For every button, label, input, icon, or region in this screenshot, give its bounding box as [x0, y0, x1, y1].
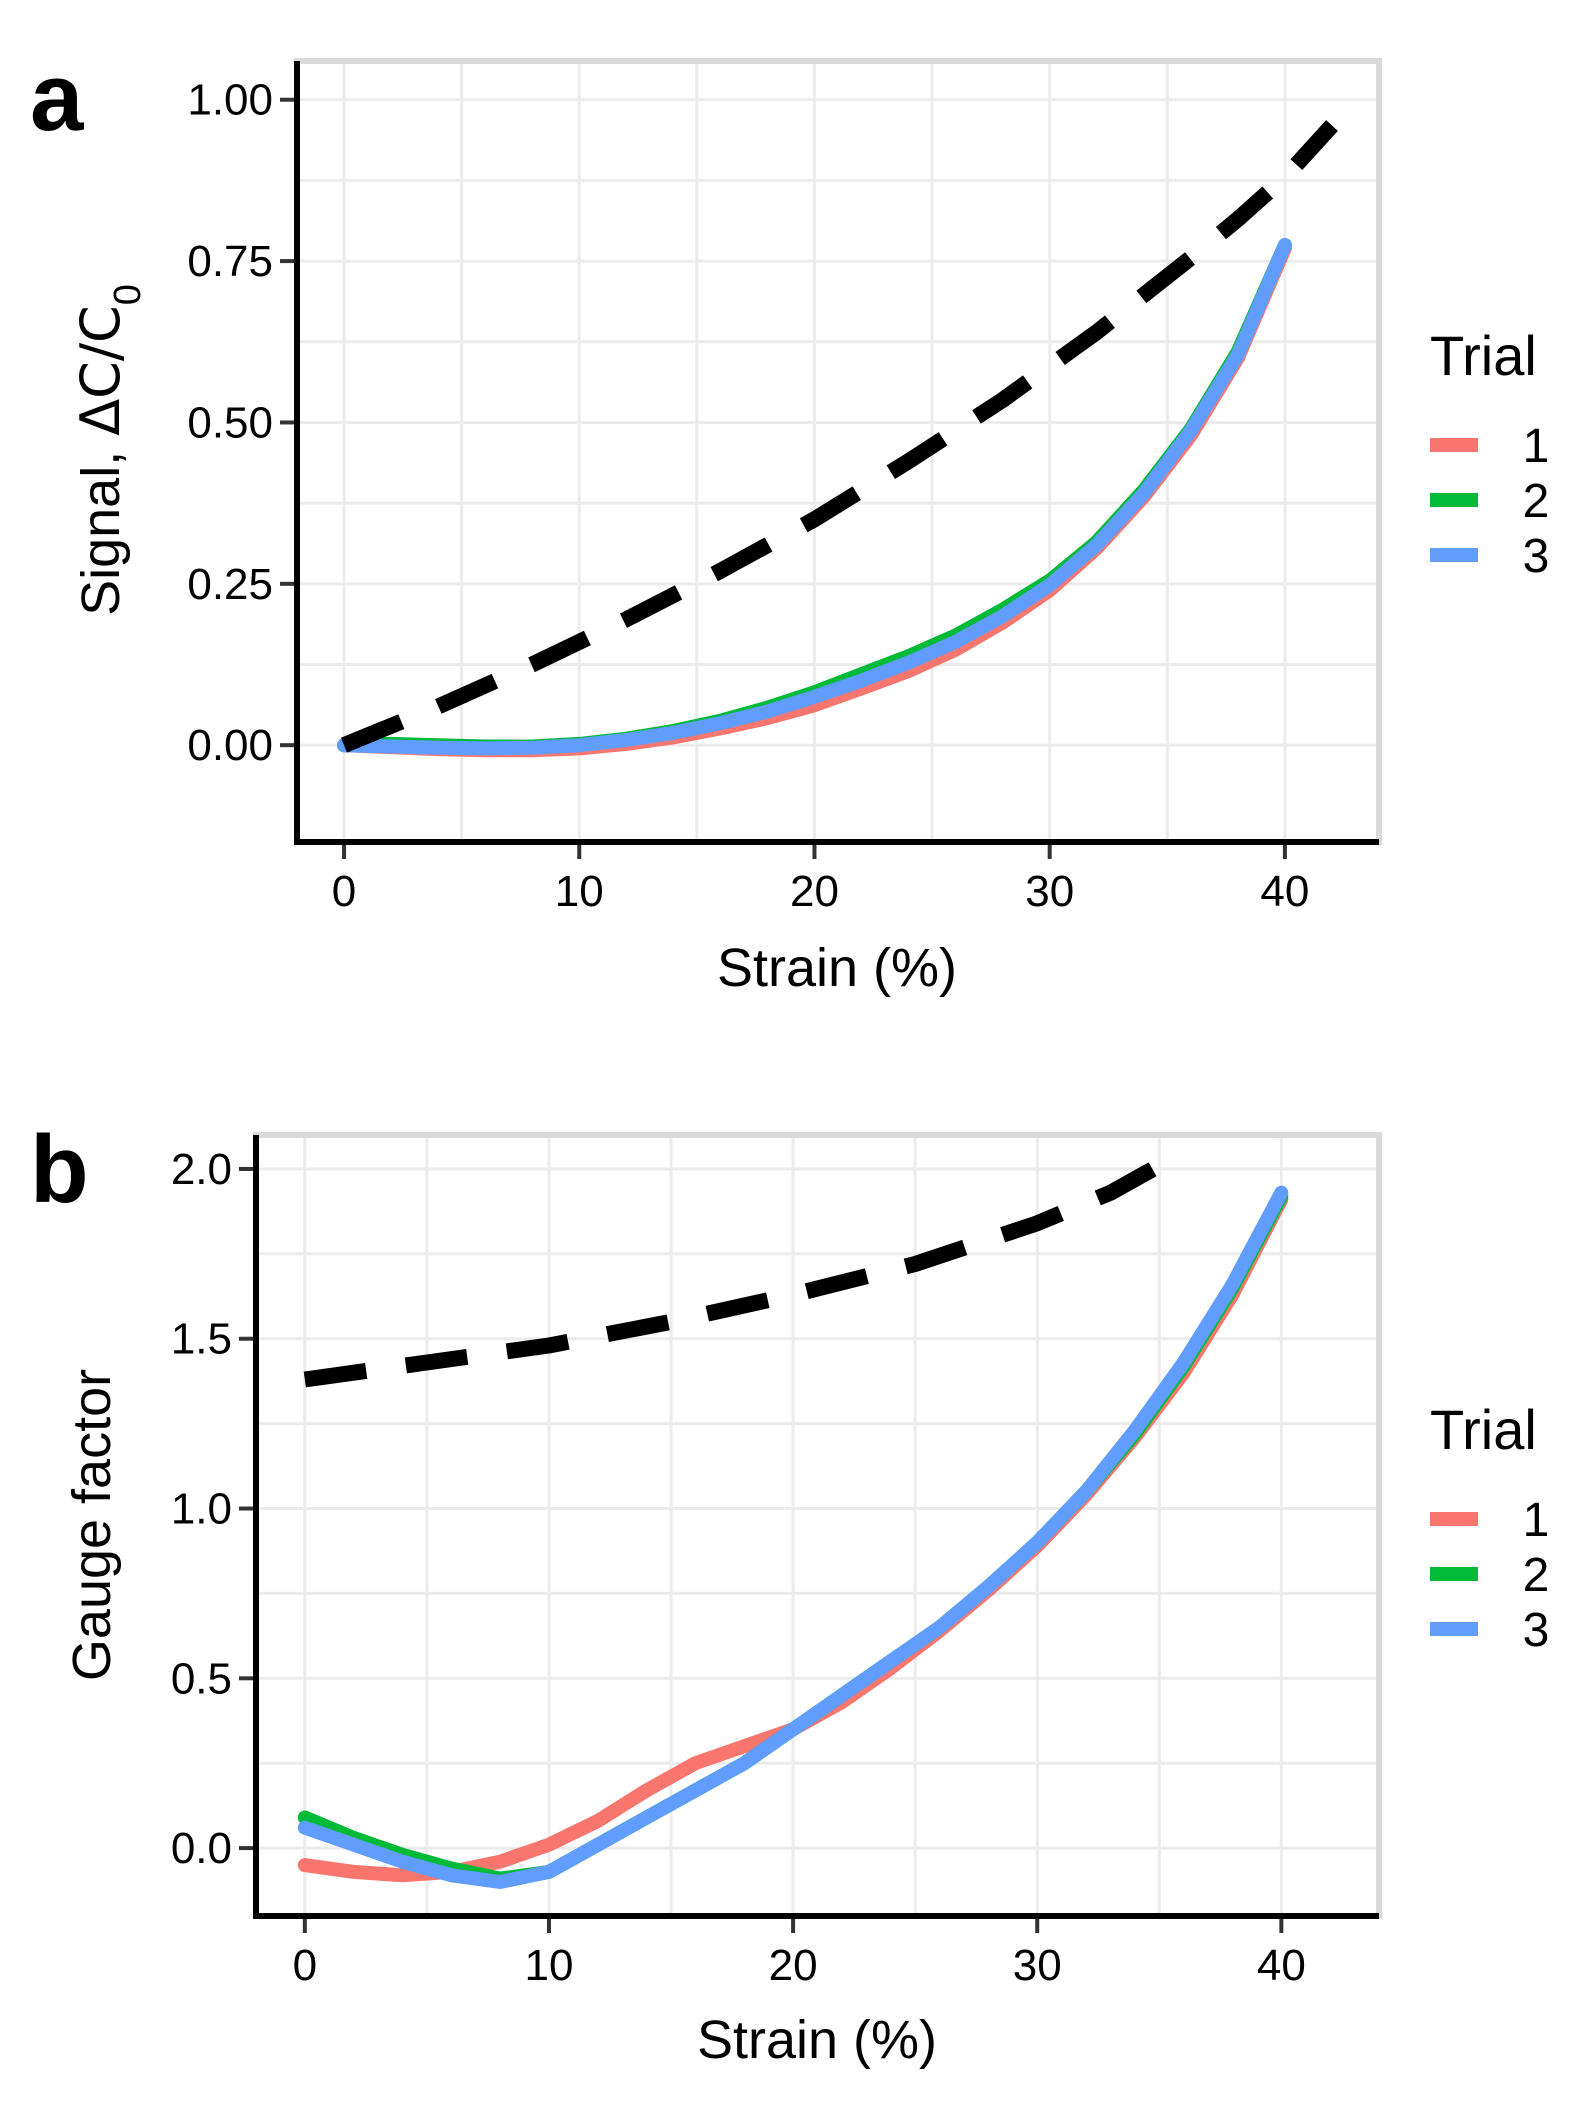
x-tick-label: 40: [1257, 1941, 1306, 1990]
legend-a: Trial 123: [1430, 324, 1549, 583]
x-tick-label: 10: [524, 1941, 573, 1990]
legend-b: Trial 123: [1430, 1398, 1549, 1657]
panel-letter-a: a: [30, 44, 84, 151]
x-tick-label: 20: [769, 1941, 818, 1990]
legend-label-2: 2: [1523, 475, 1550, 528]
y-tick-label: 0.00: [187, 721, 273, 770]
x-tick-label: 30: [1013, 1941, 1062, 1990]
legend-keys-b: 123: [1430, 1494, 1549, 1657]
y-tick-label: 0.25: [187, 560, 273, 609]
legend-title-a: Trial: [1430, 324, 1537, 387]
legend-label-1: 1: [1523, 1494, 1550, 1547]
y-tick-label: 0.0: [171, 1824, 232, 1873]
y-tick-label: 1.0: [171, 1485, 232, 1534]
x-axis-title-a: Strain (%): [717, 938, 957, 998]
y-tick-label: 0.75: [187, 237, 273, 286]
panel-letter-b: b: [30, 1116, 89, 1223]
y-tick-label: 1.00: [187, 76, 273, 125]
grid-a: [297, 61, 1379, 842]
legend-label-3: 3: [1523, 1604, 1550, 1657]
x-tick-label: 30: [1025, 867, 1074, 916]
x-tick-label: 20: [790, 867, 839, 916]
series-line-trial-3: [297, 1185, 1289, 1889]
ticks-a: 0 10 20 30 40 0.00 0.25 0.50 0.75 1.00: [187, 76, 1309, 916]
plot-border-a: [294, 58, 1382, 845]
plot-border-b: [253, 1132, 1382, 1919]
legend-title-b: Trial: [1430, 1398, 1537, 1461]
grid-b: [256, 1135, 1379, 1916]
x-axis-title-b: Strain (%): [697, 2010, 937, 2070]
panel-a: a 0 10 20 30 40 0.00 0.25 0.50 0.75 1.00 Strain (…: [30, 44, 1549, 998]
reference-dashed-line: [340, 120, 1338, 753]
legend-label-3: 3: [1523, 530, 1550, 583]
y-axis-title-b: Gauge factor: [62, 1369, 122, 1681]
y-tick-label: 1.5: [171, 1315, 232, 1364]
x-tick-label: 40: [1260, 867, 1309, 916]
series-layer-a: [337, 120, 1338, 758]
y-tick-label: 0.5: [171, 1654, 232, 1703]
x-tick-label: 0: [293, 1941, 317, 1990]
legend-keys-a: 123: [1430, 420, 1549, 583]
ticks-b: 0 10 20 30 40 0.0 0.5 1.0 1.5 2.0: [171, 1145, 1306, 1990]
series-line-trial-3: [337, 238, 1292, 756]
x-tick-label: 10: [555, 867, 604, 916]
y-tick-label: 2.0: [171, 1145, 232, 1194]
x-tick-label: 0: [332, 867, 356, 916]
panel-b: b 0 10 20 30 40 0.0 0.5 1.0 1.5 2.0 Strain (%) Ga…: [30, 1116, 1549, 2070]
y-axis-title-a: Signal, ΔC/C0: [69, 284, 149, 616]
legend-label-1: 1: [1523, 420, 1550, 473]
series-layer-b: [297, 1151, 1289, 1889]
reference-dashed-line: [303, 1151, 1176, 1388]
y-tick-label: 0.50: [187, 398, 273, 447]
legend-label-2: 2: [1523, 1549, 1550, 1602]
